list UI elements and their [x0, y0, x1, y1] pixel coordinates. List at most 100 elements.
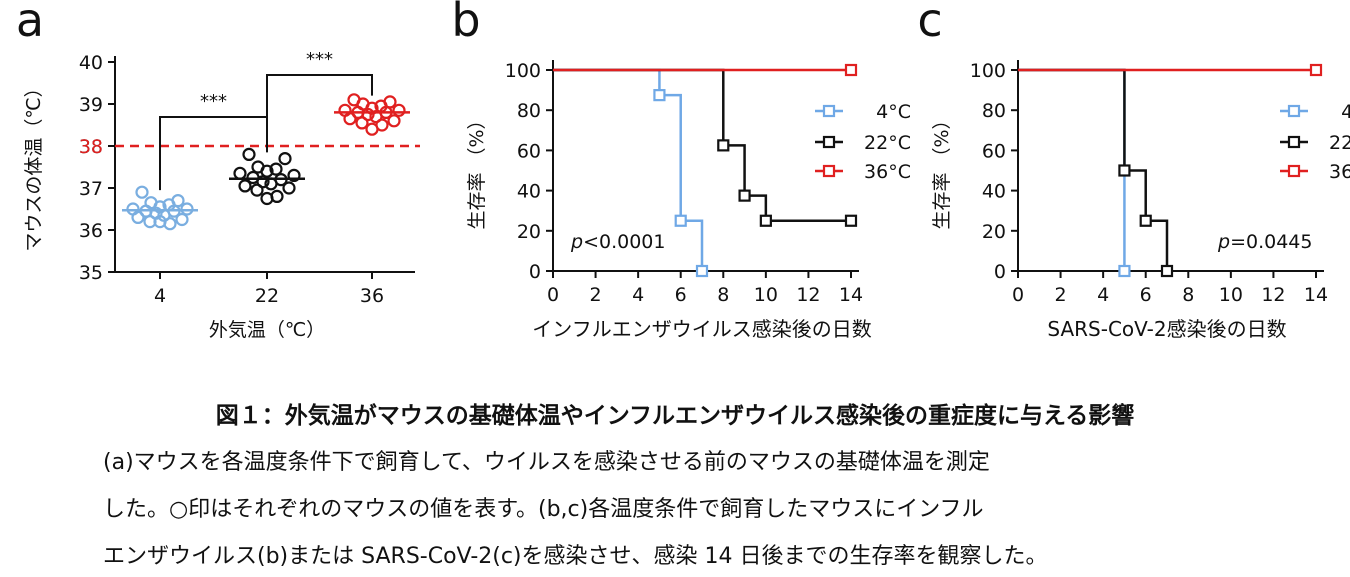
- data-marker: [1160, 264, 1174, 278]
- data-point: [287, 168, 301, 182]
- legend-swatch-marker: [1287, 104, 1301, 118]
- x-tick-label: 2: [590, 284, 602, 306]
- data-point: [343, 112, 357, 126]
- x-tick-label: 8: [1182, 284, 1194, 306]
- data-point: [180, 202, 194, 216]
- significance-label: ***: [306, 49, 333, 70]
- x-tick-label: 14: [1304, 284, 1328, 306]
- p-value-annotation: p=0.0445: [1217, 231, 1312, 253]
- legend-swatch-marker: [822, 164, 836, 178]
- data-point: [361, 107, 375, 122]
- legend-label: 22°C: [1329, 132, 1350, 154]
- y-tick-label: 100: [970, 60, 1006, 82]
- data-point: [269, 162, 283, 176]
- data-marker: [674, 214, 687, 227]
- data-point: [250, 183, 264, 197]
- x-tick-label: 2: [1055, 284, 1067, 306]
- x-tick-label: 14: [839, 284, 863, 306]
- data-point: [238, 179, 252, 193]
- data-point: [153, 215, 167, 229]
- x-tick-label: 4: [154, 285, 166, 307]
- y-tick-label: 100: [505, 60, 541, 82]
- data-point: [278, 152, 292, 166]
- y-tick-label: 40: [79, 52, 103, 74]
- legend-swatch-marker: [1287, 164, 1301, 178]
- y-tick-label: 39: [79, 94, 103, 116]
- legend-swatch-marker: [822, 104, 836, 118]
- y-tick-label: 80: [517, 100, 541, 122]
- data-point: [135, 185, 149, 199]
- y-tick-label: 0: [994, 261, 1006, 283]
- data-point: [242, 147, 256, 161]
- x-tick-label: 22: [255, 285, 279, 307]
- x-tick-label: 4: [632, 284, 644, 306]
- data-marker: [1139, 214, 1152, 227]
- legend-swatch-marker: [822, 135, 836, 149]
- p-symbol: p: [570, 231, 583, 253]
- x-axis-label: 外気温（℃）: [209, 319, 325, 341]
- x-tick-label: 10: [754, 284, 778, 306]
- y-tick-label: 37: [79, 178, 103, 200]
- figure-caption-line-2: した。○印はそれぞれのマウスの値を表す。(b,c)各温度条件で飼育したマウスにイ…: [103, 497, 984, 522]
- data-point: [392, 103, 406, 117]
- data-point: [260, 191, 274, 206]
- data-point: [369, 109, 383, 124]
- y-tick-label: 20: [982, 221, 1006, 243]
- x-axis-label: インフルエンザウイルス感染後の日数: [532, 317, 871, 341]
- x-tick-label: 0: [547, 284, 559, 306]
- data-marker: [717, 139, 730, 152]
- y-tick-label: 38: [79, 136, 103, 158]
- data-marker: [1309, 63, 1323, 77]
- y-axis-label: 生存率 （%）: [466, 110, 488, 229]
- legend-swatch-marker: [1287, 135, 1301, 149]
- series-line: [1018, 68, 1169, 271]
- y-tick-label: 0: [529, 261, 541, 283]
- data-marker: [738, 189, 751, 202]
- x-tick-label: 4: [1097, 284, 1109, 306]
- data-marker: [695, 264, 709, 278]
- data-marker: [1118, 164, 1131, 177]
- panel-letter-c: c: [917, 0, 942, 47]
- p-value-annotation: p<0.0001: [570, 231, 665, 253]
- data-point: [355, 116, 369, 130]
- panel-letter-a: a: [16, 0, 44, 47]
- y-tick-label: 20: [517, 221, 541, 243]
- legend-label: 22°C: [864, 132, 911, 154]
- data-marker: [1118, 264, 1131, 278]
- legend-label: 4°C: [1341, 101, 1350, 123]
- x-tick-label: 0: [1012, 284, 1024, 306]
- x-tick-label: 6: [675, 284, 687, 306]
- x-tick-label: 12: [1261, 284, 1285, 306]
- y-axis-label: マウスの体温（℃）: [23, 78, 45, 251]
- significance-bracket: [266, 74, 373, 153]
- y-tick-label: 60: [982, 140, 1006, 162]
- figure-caption-line-3: エンザウイルス(b)または SARS-CoV-2(c)を感染させ、感染 14 日…: [103, 544, 1048, 569]
- data-point: [233, 166, 247, 180]
- significance-label: ***: [200, 91, 227, 112]
- data-point: [256, 175, 270, 189]
- data-point: [282, 181, 296, 195]
- x-axis-label: SARS-CoV-2感染後の日数: [1047, 317, 1286, 341]
- p-value: =0.0445: [1230, 231, 1312, 253]
- y-tick-label: 40: [982, 181, 1006, 203]
- series-line: [1018, 68, 1126, 271]
- y-tick-label: 36: [79, 220, 103, 242]
- x-tick-label: 8: [717, 284, 729, 306]
- y-tick-label: 35: [79, 262, 103, 284]
- x-tick-label: 12: [796, 284, 820, 306]
- p-value: <0.0001: [583, 231, 665, 253]
- data-point: [131, 210, 145, 224]
- series-line: [553, 68, 851, 222]
- p-symbol: p: [1217, 231, 1230, 253]
- y-tick-label: 40: [517, 181, 541, 203]
- y-axis-label: 生存率 （%）: [931, 110, 953, 229]
- data-marker: [759, 214, 772, 227]
- legend-label: 4°C: [876, 101, 911, 123]
- data-marker: [653, 89, 666, 102]
- figure-caption-title: 図１：外気温がマウスの基礎体温やインフルエンザウイルス感染後の重症度に与える影響: [215, 403, 1135, 429]
- y-tick-label: 80: [982, 100, 1006, 122]
- legend-label: 36°C: [1329, 161, 1350, 183]
- data-marker: [844, 214, 858, 227]
- x-tick-label: 6: [1140, 284, 1152, 306]
